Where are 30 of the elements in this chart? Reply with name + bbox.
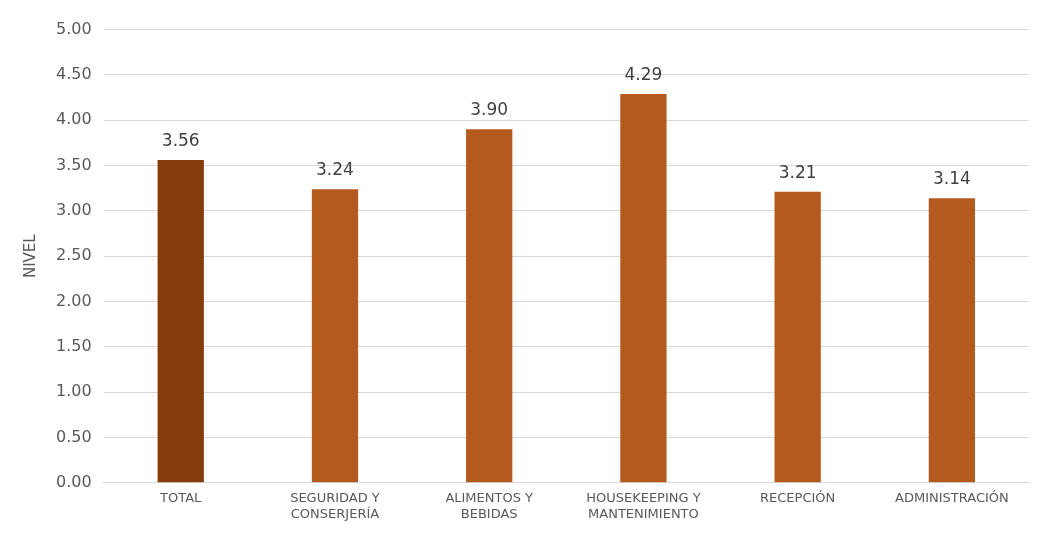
bar [928, 198, 976, 483]
x-tick-label: TOTAL [159, 489, 203, 505]
y-tick-label: 3.50 [56, 154, 92, 174]
data-label: 3.24 [316, 159, 354, 180]
y-tick-label: 0.50 [56, 426, 92, 446]
y-tick-label: 0.00 [56, 471, 92, 491]
x-tick-label: ADMINISTRACIÓN [895, 489, 1009, 505]
y-axis-title: NIVEL [20, 233, 39, 279]
x-tick-label: HOUSEKEEPING Y MANTENIMIENTO [586, 489, 701, 521]
bar [774, 191, 821, 483]
data-label: 3.21 [778, 161, 817, 182]
x-tick-label: ALIMENTOS Y BEBIDAS [445, 489, 534, 521]
bar [311, 189, 359, 483]
y-tick-label: 4.50 [56, 64, 92, 84]
y-tick-label: 1.50 [56, 336, 92, 355]
data-label: 3.56 [161, 130, 200, 151]
data-label: 3.14 [932, 168, 971, 189]
y-tick-label: 1.00 [56, 381, 92, 401]
y-tick-label: 2.50 [56, 245, 92, 265]
y-tick-label: 4.00 [56, 109, 92, 129]
x-tick-label: RECEPCIÓN [760, 489, 836, 505]
y-tick-label: 5.00 [56, 18, 92, 38]
bar [620, 93, 667, 483]
x-tick-label: SEGURIDAD Y CONSERJERÍA [290, 489, 380, 521]
y-tick-label: 3.00 [56, 200, 92, 220]
y-tick-label: 2.00 [56, 290, 92, 310]
data-label: 3.90 [470, 99, 509, 120]
data-label: 4.29 [624, 63, 663, 84]
bar [157, 160, 204, 483]
bar [466, 129, 513, 483]
